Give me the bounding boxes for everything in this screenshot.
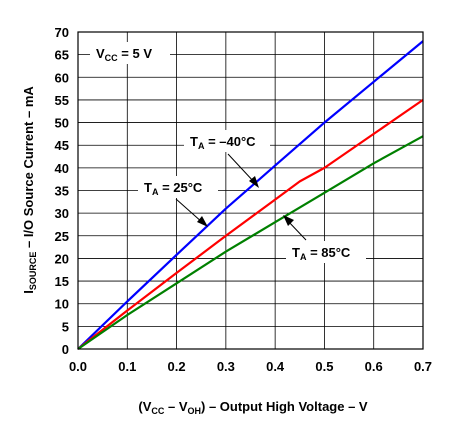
y-tick-label: 25 [55,229,69,244]
y-tick-label: 15 [55,274,69,289]
x-tick-label: 0.1 [118,359,136,374]
annotation-85c: TA = 85°C [283,215,366,263]
series-lines [77,40,424,350]
x-tick-labels: 0.0 0.1 0.2 0.3 0.4 0.5 0.6 0.7 [69,359,432,374]
y-tick-label: 20 [55,251,69,266]
series-line-85c [77,135,424,350]
y-tick-label: 60 [55,70,69,85]
y-tick-label: 5 [62,319,69,334]
y-tick-labels: 0 5 10 15 20 25 30 35 40 45 50 55 60 65 70 [55,25,69,357]
x-tick-label: 0.0 [69,359,87,374]
x-tick-label: 0.2 [168,359,186,374]
y-tick-label: 30 [55,206,69,221]
x-tick-label: 0.3 [217,359,235,374]
annotation-25c: TA = 25°C [138,176,218,227]
condition-label: VCC = 5 V [90,42,170,64]
y-tick-label: 65 [55,48,69,63]
y-tick-label: 35 [55,184,69,199]
annotation-minus40c: TA = –40°C [184,130,270,188]
svg-text:TA = 25°C: TA = 25°C [144,180,203,197]
svg-text:TA = 85°C: TA = 85°C [292,245,351,262]
plot-frame [77,31,424,350]
svg-text:TA = –40°C: TA = –40°C [190,134,256,151]
x-axis-label: (VCC – VOH) – Output High Voltage – V [138,399,368,416]
y-tick-label: 40 [55,161,69,176]
y-tick-label: 10 [55,297,69,312]
y-tick-label: 45 [55,138,69,153]
svg-text:VCC = 5 V: VCC = 5 V [96,46,152,63]
x-tick-label: 0.5 [315,359,333,374]
y-axis-label: ISOURCE – I/O Source Current – mA [21,86,38,294]
y-tick-label: 70 [55,25,69,40]
x-tick-label: 0.6 [365,359,383,374]
series-line-25c [77,98,424,350]
x-tick-label: 0.7 [414,359,432,374]
x-tick-label: 0.4 [266,359,285,374]
y-tick-label: 0 [62,342,69,357]
y-tick-label: 55 [55,93,69,108]
y-tick-label: 50 [55,116,69,131]
grid [77,31,424,350]
series-line-minus40c [77,40,424,350]
